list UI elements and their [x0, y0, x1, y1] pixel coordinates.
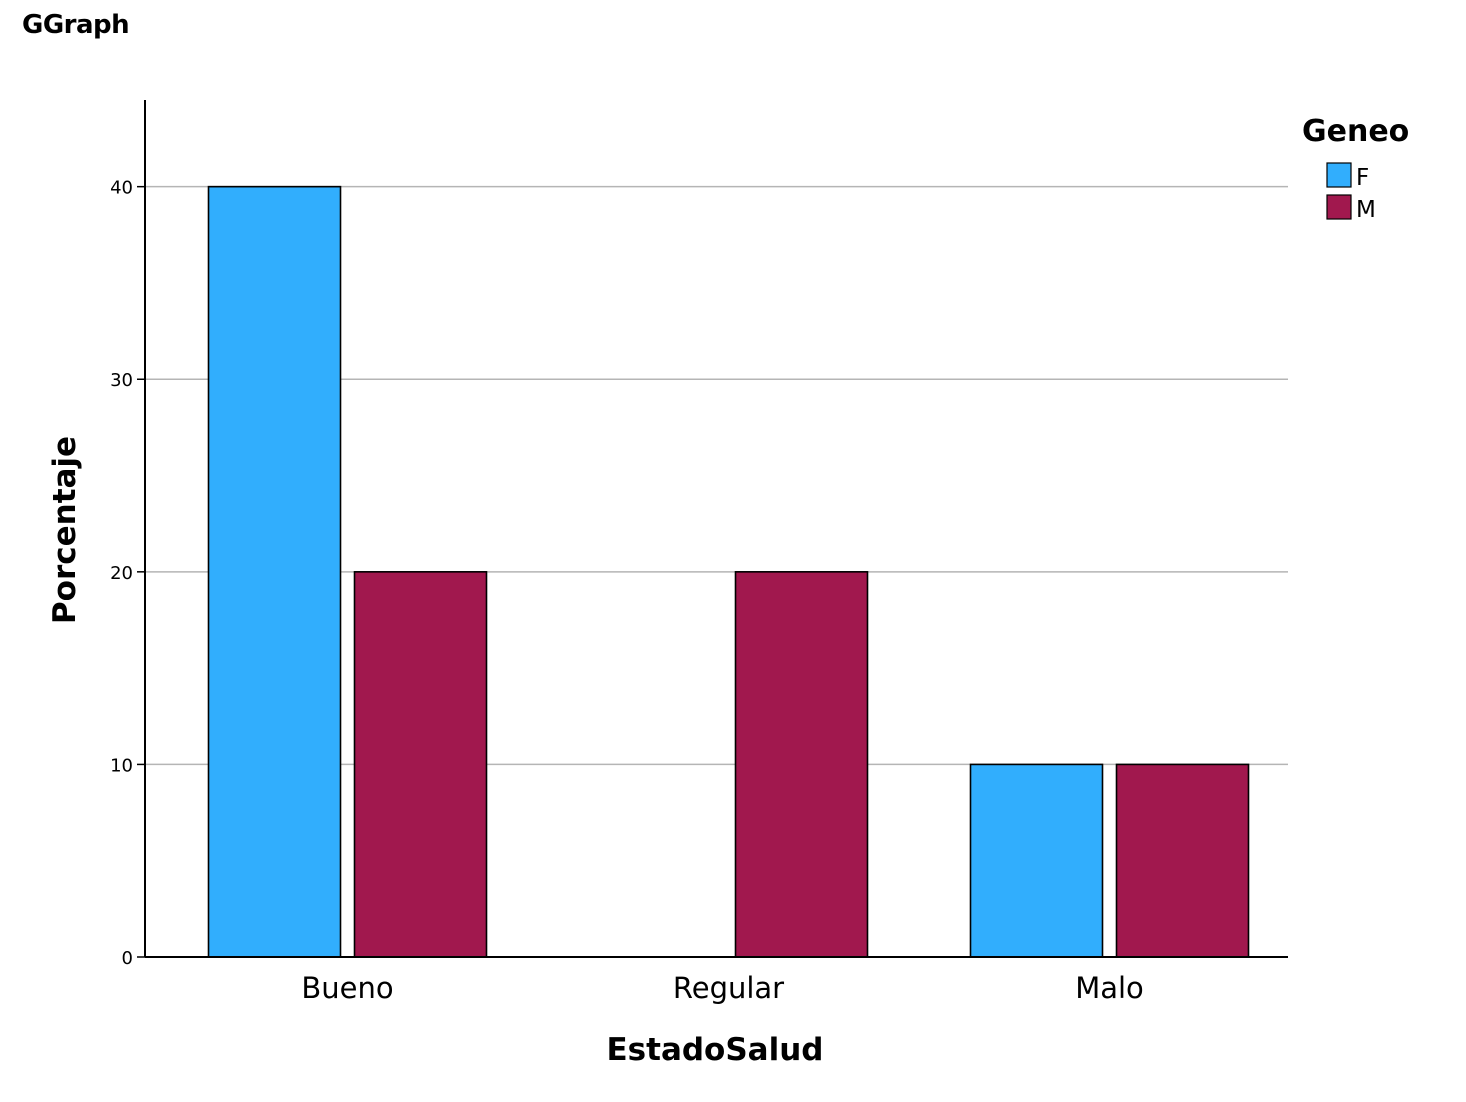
output-header: GGraph [22, 10, 130, 40]
y-tick-label: 30 [110, 370, 133, 391]
bars [207, 185, 1250, 958]
legend-swatch-f [1326, 162, 1352, 188]
x-tick-label: Regular [673, 971, 784, 1005]
legend: Geneo FM [1302, 114, 1409, 223]
bar-malo-m [1115, 763, 1250, 958]
legend-title: Geneo [1302, 114, 1409, 149]
y-tick-label: 0 [122, 948, 133, 969]
legend-swatch-m [1326, 194, 1352, 220]
y-tick-label: 40 [110, 178, 133, 199]
y-tick-labels: 0 10 20 30 40 [110, 178, 145, 969]
y-axis-title: Porcentaje [47, 436, 83, 624]
bar-malo-f [969, 763, 1104, 958]
y-tick-label: 20 [110, 563, 133, 584]
x-tick-label: Malo [1075, 971, 1144, 1005]
axes [144, 100, 1288, 958]
bar-bueno-f [207, 185, 342, 958]
bar-bueno-m [353, 571, 488, 958]
legend-label-f: F [1356, 165, 1369, 191]
x-axis-title: EstadoSalud [607, 1032, 824, 1068]
legend-label-m: M [1356, 197, 1376, 223]
x-tick-labels: Bueno Regular Malo [301, 971, 1143, 1005]
x-tick-label: Bueno [301, 971, 393, 1005]
y-tick-label: 10 [110, 755, 133, 776]
bar-regular-m [734, 571, 869, 958]
